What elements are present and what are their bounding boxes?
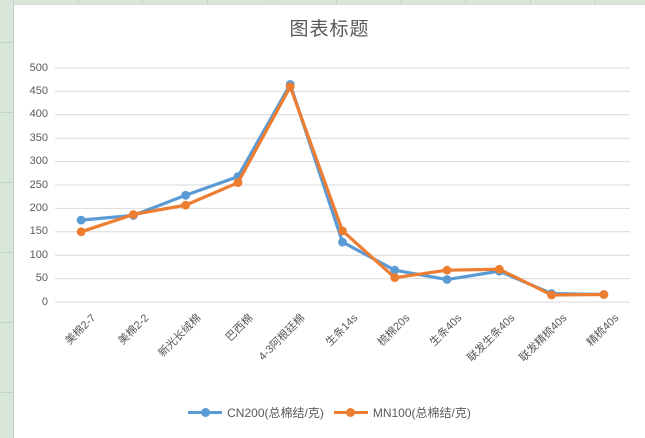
y-axis-label: 150 — [29, 225, 48, 238]
plot-area[interactable] — [14, 5, 645, 438]
data-point[interactable] — [442, 275, 452, 284]
legend-item[interactable]: CN200(总棉结/克) — [188, 404, 324, 421]
data-point[interactable] — [76, 227, 86, 237]
spreadsheet-column-strip[interactable] — [0, 0, 14, 438]
chart-legend: CN200(总棉结/克) MN100(总棉结/克) — [14, 404, 645, 421]
spreadsheet-row-strip[interactable] — [14, 0, 645, 4]
legend-line-marker-icon — [333, 408, 368, 417]
y-axis-label: 500 — [29, 61, 48, 74]
series-line[interactable] — [80, 85, 604, 297]
data-point[interactable] — [599, 290, 609, 299]
data-point[interactable] — [547, 290, 556, 300]
legend-label: MN100(总棉结/克) — [372, 406, 471, 420]
data-point[interactable] — [233, 178, 243, 188]
data-point[interactable] — [76, 215, 86, 225]
series-MN100-[interactable] — [76, 82, 609, 300]
data-point[interactable] — [181, 190, 191, 200]
series-CN200-[interactable] — [76, 79, 609, 299]
y-axis-label: 400 — [29, 108, 48, 121]
legend-line-marker-icon — [188, 408, 223, 417]
data-point[interactable] — [390, 265, 400, 275]
series-line[interactable] — [80, 82, 604, 297]
y-axis-label: 200 — [29, 201, 48, 214]
gridlines — [55, 67, 630, 303]
y-axis-label: 0 — [41, 295, 48, 308]
data-point[interactable] — [338, 237, 347, 247]
data-point[interactable] — [494, 264, 504, 274]
chart-object[interactable]: 图表标题 0 50 100 150 200 250 300 350 400 450 500 美棉2-… — [14, 4, 645, 438]
y-axis-label: 450 — [29, 84, 48, 97]
data-point[interactable] — [442, 265, 452, 275]
data-point[interactable] — [390, 273, 400, 283]
y-axis-label: 100 — [29, 248, 48, 261]
data-point[interactable] — [285, 82, 295, 92]
y-axis-label: 300 — [29, 155, 48, 168]
y-axis-label: 50 — [35, 272, 48, 285]
y-axis-label: 250 — [29, 178, 48, 191]
data-point[interactable] — [181, 200, 191, 210]
chart-title[interactable]: 图表标题 — [289, 19, 370, 40]
legend-item[interactable]: MN100(总棉结/克) — [333, 404, 471, 421]
data-point[interactable] — [129, 210, 138, 219]
y-axis-label: 350 — [29, 131, 48, 144]
legend-label: CN200(总棉结/克) — [227, 406, 324, 420]
data-point[interactable] — [338, 226, 347, 236]
